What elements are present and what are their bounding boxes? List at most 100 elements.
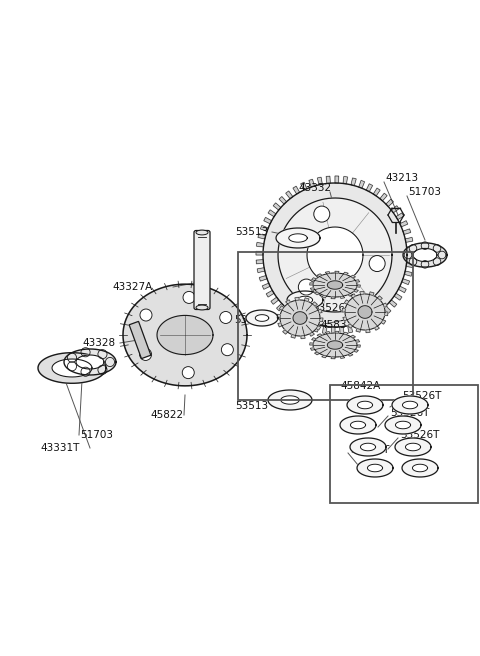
Text: 43331T: 43331T: [40, 443, 79, 453]
Polygon shape: [403, 243, 447, 267]
Polygon shape: [377, 312, 384, 319]
Text: 45822: 45822: [150, 410, 183, 420]
Circle shape: [220, 312, 232, 323]
Text: 43213: 43213: [385, 173, 418, 183]
Polygon shape: [301, 182, 307, 190]
Text: 53526T: 53526T: [312, 303, 351, 313]
Polygon shape: [345, 294, 385, 330]
Polygon shape: [316, 326, 321, 330]
Polygon shape: [310, 332, 314, 337]
Polygon shape: [295, 297, 299, 300]
Polygon shape: [326, 176, 330, 184]
Polygon shape: [370, 292, 374, 295]
Text: 53526T: 53526T: [234, 315, 274, 325]
Polygon shape: [276, 304, 284, 311]
Polygon shape: [52, 359, 92, 377]
Polygon shape: [259, 276, 267, 281]
Polygon shape: [343, 272, 348, 275]
Polygon shape: [311, 348, 315, 350]
Polygon shape: [313, 333, 357, 357]
Text: 43327A: 43327A: [112, 282, 152, 292]
Polygon shape: [385, 416, 421, 434]
Polygon shape: [400, 220, 408, 227]
Polygon shape: [354, 289, 359, 292]
Polygon shape: [407, 246, 414, 251]
Circle shape: [140, 309, 152, 321]
Polygon shape: [311, 288, 315, 291]
Polygon shape: [123, 284, 247, 386]
Polygon shape: [323, 326, 327, 333]
Polygon shape: [286, 300, 290, 304]
Polygon shape: [377, 296, 383, 300]
Polygon shape: [258, 234, 265, 239]
Circle shape: [183, 291, 195, 304]
Polygon shape: [293, 312, 307, 324]
Polygon shape: [322, 356, 326, 358]
Polygon shape: [266, 291, 274, 297]
Polygon shape: [314, 324, 319, 332]
Polygon shape: [327, 281, 343, 289]
Polygon shape: [343, 332, 348, 335]
Polygon shape: [392, 396, 428, 414]
Polygon shape: [351, 178, 356, 186]
Polygon shape: [356, 329, 360, 332]
Polygon shape: [359, 180, 365, 188]
Polygon shape: [360, 291, 364, 295]
Polygon shape: [309, 179, 314, 187]
Polygon shape: [350, 335, 356, 338]
Bar: [330, 385, 478, 503]
Polygon shape: [335, 271, 339, 273]
Polygon shape: [404, 271, 412, 276]
Polygon shape: [310, 283, 313, 285]
Polygon shape: [278, 198, 392, 312]
Polygon shape: [278, 323, 282, 327]
Polygon shape: [325, 272, 330, 274]
Polygon shape: [360, 443, 375, 451]
Ellipse shape: [196, 305, 208, 310]
Polygon shape: [354, 350, 359, 352]
Polygon shape: [331, 357, 335, 359]
Polygon shape: [384, 306, 391, 314]
Polygon shape: [283, 330, 288, 334]
Text: 53526T: 53526T: [400, 430, 439, 440]
FancyBboxPatch shape: [194, 230, 210, 310]
Polygon shape: [273, 203, 281, 210]
Polygon shape: [348, 324, 352, 328]
Polygon shape: [340, 356, 345, 358]
Polygon shape: [373, 188, 380, 196]
Polygon shape: [366, 184, 372, 192]
Polygon shape: [317, 274, 322, 277]
Polygon shape: [325, 331, 330, 334]
Polygon shape: [340, 296, 345, 298]
Polygon shape: [402, 279, 409, 285]
Polygon shape: [271, 297, 279, 304]
Polygon shape: [268, 210, 276, 216]
Text: 53526T: 53526T: [402, 391, 442, 401]
Polygon shape: [347, 396, 383, 414]
Polygon shape: [381, 320, 386, 324]
Polygon shape: [358, 306, 372, 318]
Polygon shape: [76, 355, 104, 369]
Polygon shape: [64, 349, 116, 375]
Polygon shape: [335, 176, 339, 183]
Text: 45842A: 45842A: [340, 381, 380, 391]
Polygon shape: [355, 279, 360, 282]
Polygon shape: [405, 237, 413, 242]
Polygon shape: [355, 340, 360, 342]
Polygon shape: [318, 309, 322, 313]
Polygon shape: [283, 309, 290, 317]
Polygon shape: [255, 315, 269, 321]
Polygon shape: [277, 314, 280, 318]
Polygon shape: [402, 459, 438, 477]
Polygon shape: [264, 217, 272, 224]
Polygon shape: [348, 293, 353, 296]
Polygon shape: [262, 283, 270, 289]
Polygon shape: [383, 303, 387, 307]
Polygon shape: [395, 438, 431, 456]
Polygon shape: [351, 294, 356, 298]
Polygon shape: [386, 199, 394, 207]
Polygon shape: [368, 464, 383, 472]
Polygon shape: [256, 260, 264, 264]
Polygon shape: [403, 229, 411, 234]
Polygon shape: [366, 329, 370, 333]
